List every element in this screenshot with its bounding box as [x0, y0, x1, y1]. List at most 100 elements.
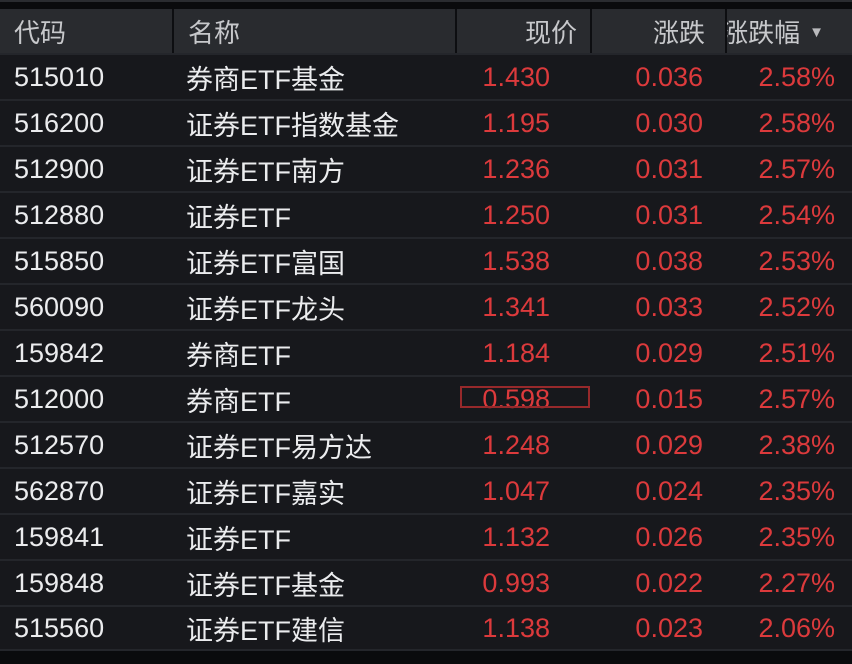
column-header-pct[interactable]: 涨跌幅 ▼: [725, 9, 852, 53]
table-row[interactable]: 159848 证券ETF基金 0.993 0.022 2.27%: [0, 559, 852, 605]
stock-change: 0.038: [635, 245, 703, 276]
table-row[interactable]: 512000 券商ETF 0.598 0.015 2.57%: [0, 375, 852, 421]
table-row[interactable]: 512880 证券ETF 1.250 0.031 2.54%: [0, 191, 852, 237]
stock-code: 512900: [14, 153, 105, 184]
table-row[interactable]: 515850 证券ETF富国 1.538 0.038 2.53%: [0, 237, 852, 283]
stock-change: 0.015: [635, 383, 703, 414]
stock-change: 0.022: [635, 567, 703, 598]
price-value: 1.430: [482, 61, 550, 92]
price-value: 1.341: [482, 291, 550, 322]
stock-name: 证券ETF龙头: [186, 294, 345, 325]
price-value: 1.195: [482, 107, 550, 138]
stock-change-percent: 2.53%: [758, 245, 835, 276]
stock-change: 0.023: [635, 612, 703, 643]
stock-code: 512570: [14, 429, 105, 460]
stock-name: 券商ETF: [186, 386, 291, 417]
stock-price[interactable]: 0.598: [455, 384, 590, 415]
table-row[interactable]: 159842 券商ETF 1.184 0.029 2.51%: [0, 329, 852, 375]
stock-code: 159841: [14, 521, 105, 552]
stock-name: 证券ETF基金: [186, 570, 345, 601]
price-value: 1.132: [482, 521, 550, 552]
column-header-code[interactable]: 代码: [14, 17, 67, 48]
stock-change: 0.036: [635, 61, 703, 92]
stock-change-percent: 2.57%: [758, 153, 835, 184]
stock-change-percent: 2.06%: [758, 612, 835, 643]
stock-name: 证券ETF易方达: [186, 432, 372, 463]
stock-code: 516200: [14, 107, 105, 138]
column-header-pct-label: 涨跌幅: [725, 17, 801, 48]
stock-code: 562870: [14, 475, 105, 506]
price-value: 1.236: [482, 153, 550, 184]
price-value: 1.250: [482, 199, 550, 230]
price-value: 0.993: [482, 567, 550, 598]
stock-price[interactable]: 0.993: [455, 568, 590, 599]
stock-change-percent: 2.58%: [758, 61, 835, 92]
stock-change-percent: 2.57%: [758, 383, 835, 414]
table-body: 515010 券商ETF基金 1.430 0.036 2.58% 516200 …: [0, 53, 852, 651]
table-row[interactable]: 562870 证券ETF嘉实 1.047 0.024 2.35%: [0, 467, 852, 513]
price-value: 1.138: [482, 612, 550, 643]
stock-name: 券商ETF: [186, 340, 291, 371]
table-row[interactable]: 515010 券商ETF基金 1.430 0.036 2.58%: [0, 53, 852, 99]
stock-change: 0.031: [635, 199, 703, 230]
stock-code: 515560: [14, 612, 105, 643]
stock-change: 0.033: [635, 291, 703, 322]
column-header-name[interactable]: 名称: [172, 9, 455, 53]
stock-change: 0.031: [635, 153, 703, 184]
stock-code: 512880: [14, 199, 105, 230]
stock-code: 515850: [14, 245, 105, 276]
stock-code: 159848: [14, 567, 105, 598]
stock-change-percent: 2.35%: [758, 521, 835, 552]
price-value: 1.047: [482, 475, 550, 506]
stock-change: 0.030: [635, 107, 703, 138]
table-row[interactable]: 512900 证券ETF南方 1.236 0.031 2.57%: [0, 145, 852, 191]
stock-name: 证券ETF嘉实: [186, 478, 345, 509]
stock-price[interactable]: 1.047: [455, 476, 590, 507]
stock-price[interactable]: 1.248: [455, 430, 590, 461]
stock-change-percent: 2.35%: [758, 475, 835, 506]
price-value: 0.598: [482, 383, 550, 414]
stock-code: 560090: [14, 291, 105, 322]
stock-code: 159842: [14, 337, 105, 368]
price-value: 1.538: [482, 245, 550, 276]
stock-price[interactable]: 1.184: [455, 338, 590, 369]
stock-change: 0.026: [635, 521, 703, 552]
table-row[interactable]: 159841 证券ETF 1.132 0.026 2.35%: [0, 513, 852, 559]
table-row[interactable]: 516200 证券ETF指数基金 1.195 0.030 2.58%: [0, 99, 852, 145]
stock-change-percent: 2.58%: [758, 107, 835, 138]
stock-price[interactable]: 1.250: [455, 200, 590, 231]
top-strip: [0, 0, 852, 9]
table-row[interactable]: 512570 证券ETF易方达 1.248 0.029 2.38%: [0, 421, 852, 467]
stock-price[interactable]: 1.132: [455, 522, 590, 553]
stock-name: 证券ETF: [186, 524, 291, 555]
stock-change-percent: 2.52%: [758, 291, 835, 322]
stock-price[interactable]: 1.341: [455, 292, 590, 323]
stock-name: 证券ETF建信: [186, 615, 345, 646]
stock-change: 0.024: [635, 475, 703, 506]
stock-price[interactable]: 1.138: [455, 613, 590, 644]
stock-change-percent: 2.51%: [758, 337, 835, 368]
stock-code: 515010: [14, 61, 105, 92]
stock-name: 证券ETF指数基金: [186, 110, 399, 141]
stock-price[interactable]: 1.538: [455, 246, 590, 277]
stock-price[interactable]: 1.430: [455, 62, 590, 93]
bottom-filler: [0, 651, 852, 664]
column-header-change[interactable]: 涨跌: [590, 9, 725, 53]
stock-change-percent: 2.27%: [758, 567, 835, 598]
column-header-price[interactable]: 现价: [455, 9, 590, 53]
stock-change-percent: 2.54%: [758, 199, 835, 230]
stock-name: 证券ETF南方: [186, 156, 345, 187]
stock-price[interactable]: 1.195: [455, 108, 590, 139]
stock-name: 券商ETF基金: [186, 64, 345, 95]
stock-change: 0.029: [635, 337, 703, 368]
stock-name: 证券ETF: [186, 202, 291, 233]
stock-price[interactable]: 1.236: [455, 154, 590, 185]
table-row[interactable]: 560090 证券ETF龙头 1.341 0.033 2.52%: [0, 283, 852, 329]
table-header: 代码 名称 现价 涨跌 涨跌幅 ▼: [0, 9, 852, 53]
table-row[interactable]: 515560 证券ETF建信 1.138 0.023 2.06%: [0, 605, 852, 651]
sort-desc-icon: ▼: [809, 23, 824, 41]
stock-code: 512000: [14, 383, 105, 414]
stock-name: 证券ETF富国: [186, 248, 345, 279]
stock-change: 0.029: [635, 429, 703, 460]
